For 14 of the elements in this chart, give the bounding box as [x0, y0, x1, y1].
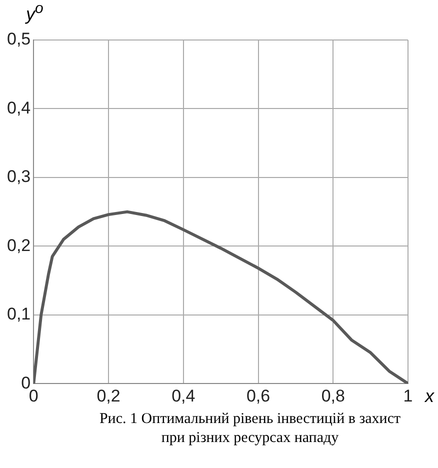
y-tick-label: 0,1 — [6, 304, 31, 324]
x-tick-label: 0,4 — [172, 386, 196, 406]
x-tick-label: 0,6 — [246, 386, 270, 406]
x-tick-label: 0,8 — [321, 386, 345, 406]
y-tick-label: 0,4 — [6, 98, 31, 118]
x-tick-label: 1 — [403, 386, 413, 406]
x-tick-label: 0,2 — [96, 386, 120, 406]
x-axis-title: x — [425, 386, 434, 407]
y-tick-label: 0,5 — [6, 30, 31, 49]
y-tick-label: 0 — [21, 373, 31, 392]
y-tick-label: 0,3 — [6, 167, 31, 186]
y-axis-title: y$^{o}$ — [26, 0, 44, 25]
text: Рис. 1 Оптимальний рівень інвестицій в захист при різних ресурсах нападу — [98, 410, 402, 448]
y-tick-label: 0,2 — [6, 236, 31, 255]
